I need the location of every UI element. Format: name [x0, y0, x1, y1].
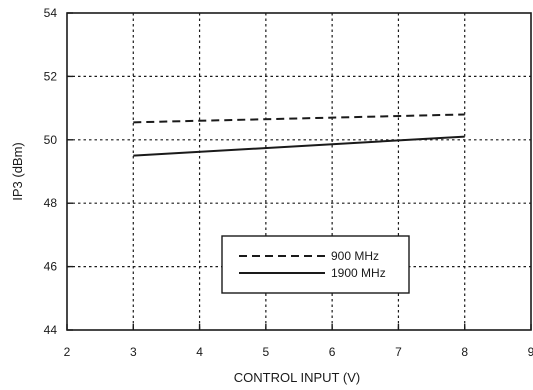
plot-frame	[66, 12, 532, 331]
x-tick-label: 3	[130, 345, 137, 359]
x-tick-label: 8	[461, 345, 468, 359]
legend-label: 900 MHz	[331, 249, 379, 263]
legend-box	[221, 235, 410, 294]
y-tick-label: 44	[44, 323, 58, 337]
y-tick-label: 54	[44, 6, 58, 20]
x-axis-label: CONTROL INPUT (V)	[234, 370, 360, 385]
y-tick-labels: 44 46 48 50 52 54	[44, 6, 58, 337]
legend-label: 1900 MHz	[331, 266, 386, 280]
x-tick-label: 4	[196, 345, 203, 359]
series-line-1900-mhz	[133, 135, 465, 157]
x-tick-label: 2	[64, 345, 71, 359]
x-tick-label: 7	[395, 345, 402, 359]
y-tick-label: 46	[44, 260, 58, 274]
x-tick-label: 6	[329, 345, 336, 359]
series-line-900-mhz	[133, 113, 465, 124]
y-axis-label: IP3 (dBm)	[10, 142, 25, 201]
y-tick-label: 50	[44, 133, 58, 147]
x-tick-label: 5	[263, 345, 270, 359]
x-tick-labels: 2 3 4 5 6 7 8 9	[64, 345, 533, 359]
x-tick-label: 9	[528, 345, 533, 359]
tick-marks	[66, 12, 532, 331]
series-lines	[133, 113, 465, 157]
legend: 900 MHz 1900 MHz	[221, 235, 410, 294]
y-tick-label: 48	[44, 196, 58, 210]
y-tick-label: 52	[44, 69, 58, 83]
